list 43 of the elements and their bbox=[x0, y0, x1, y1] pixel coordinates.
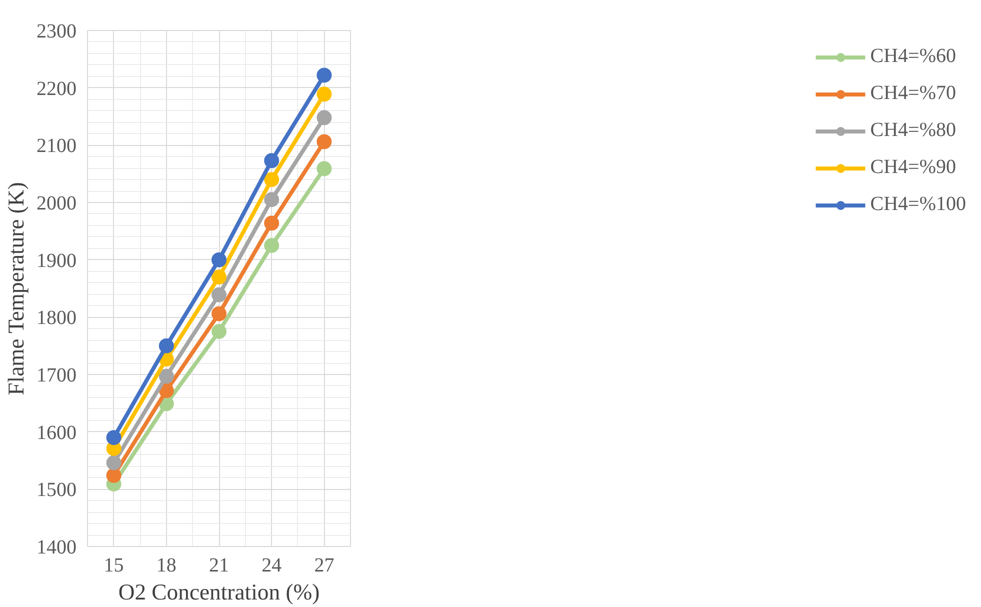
point bbox=[106, 430, 122, 446]
x-axis-title: O2 Concentration (%) bbox=[118, 580, 320, 604]
y-tick-label: 2300 bbox=[36, 20, 76, 42]
point bbox=[212, 287, 226, 302]
legend-label: CH4=%100 bbox=[870, 193, 966, 216]
point bbox=[158, 338, 174, 354]
x-tick-label: 15 bbox=[104, 554, 124, 576]
legend-label: CH4=%60 bbox=[870, 45, 956, 68]
point bbox=[212, 252, 226, 268]
legend-label: CH4=%90 bbox=[870, 156, 956, 179]
point bbox=[264, 216, 280, 231]
point bbox=[316, 110, 332, 126]
point bbox=[212, 306, 226, 322]
x-tick-label: 24 bbox=[262, 554, 282, 576]
x-tick-label: 21 bbox=[209, 554, 229, 576]
point bbox=[316, 68, 332, 83]
y-tick-label: 1500 bbox=[36, 479, 76, 502]
point bbox=[316, 134, 332, 150]
y-tick-label: 1800 bbox=[36, 307, 76, 330]
x-tick-label: 18 bbox=[156, 554, 176, 576]
y-axis-title: Flame Temperature (K) bbox=[4, 182, 28, 396]
legend-label: CH4=%80 bbox=[870, 119, 956, 142]
y-tick-label: 1400 bbox=[36, 536, 76, 558]
point bbox=[264, 172, 280, 188]
y-tick-label: 1700 bbox=[36, 364, 76, 386]
legend-label: CH4=%70 bbox=[870, 82, 956, 105]
point bbox=[264, 153, 280, 168]
point bbox=[264, 192, 280, 208]
point bbox=[212, 324, 226, 339]
point bbox=[316, 86, 332, 102]
point bbox=[212, 270, 226, 285]
y-tick-label: 1600 bbox=[36, 422, 76, 444]
y-tick-label: 2100 bbox=[36, 135, 76, 158]
y-tick-label: 1900 bbox=[36, 250, 76, 272]
point bbox=[158, 383, 174, 398]
point bbox=[264, 238, 280, 253]
point bbox=[106, 455, 122, 470]
x-tick-label: 27 bbox=[314, 554, 334, 576]
point bbox=[106, 468, 122, 483]
y-tick-label: 2200 bbox=[36, 78, 76, 100]
point bbox=[158, 368, 174, 384]
y-tick-label: 2000 bbox=[36, 192, 76, 214]
point bbox=[316, 161, 332, 176]
